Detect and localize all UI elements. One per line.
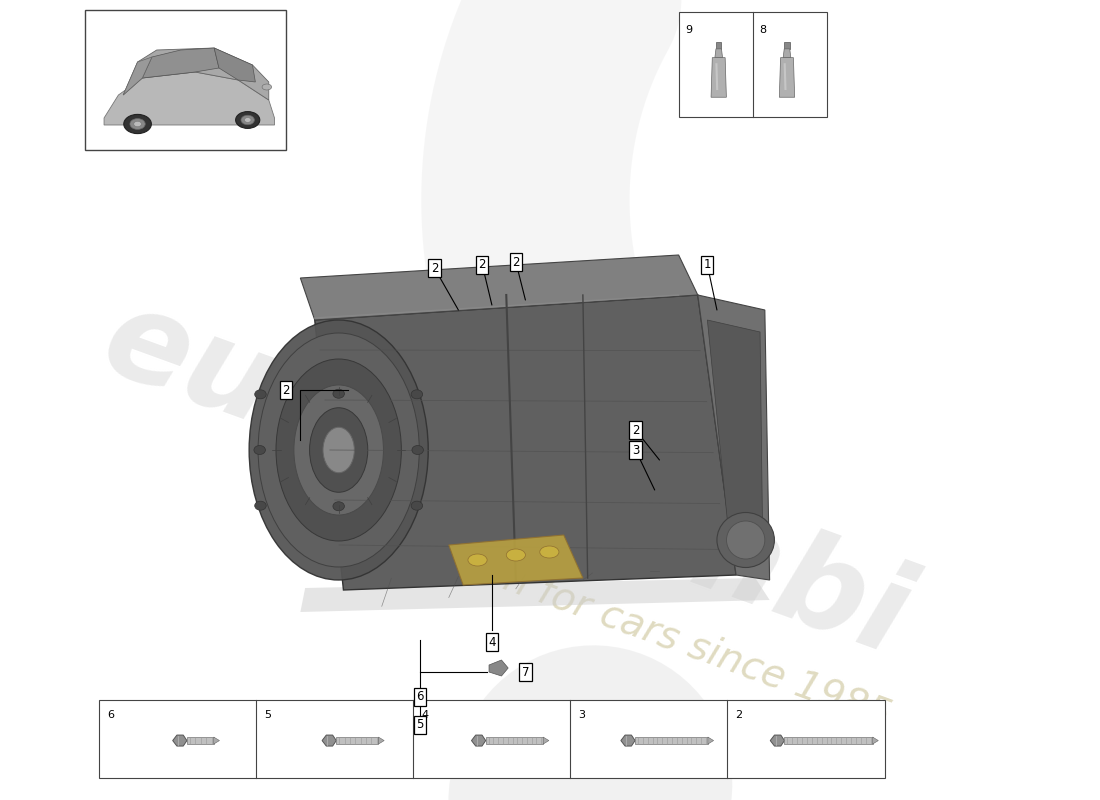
- Polygon shape: [378, 737, 384, 744]
- Polygon shape: [620, 735, 635, 746]
- Bar: [635, 737, 708, 744]
- Text: 4: 4: [488, 635, 496, 649]
- Ellipse shape: [411, 446, 424, 454]
- Ellipse shape: [333, 390, 344, 398]
- Text: 2: 2: [478, 258, 492, 305]
- Polygon shape: [104, 72, 275, 125]
- Text: 3: 3: [631, 443, 654, 490]
- Bar: [784, 737, 872, 744]
- Bar: [784, 42, 790, 49]
- Polygon shape: [708, 737, 714, 744]
- Polygon shape: [300, 578, 770, 612]
- Ellipse shape: [333, 502, 344, 510]
- Ellipse shape: [134, 122, 142, 126]
- Polygon shape: [123, 48, 268, 100]
- Bar: [486, 737, 543, 744]
- Bar: [99, 700, 884, 778]
- Text: 9: 9: [685, 25, 693, 35]
- Polygon shape: [783, 49, 791, 58]
- Text: 2: 2: [283, 383, 289, 397]
- Ellipse shape: [540, 546, 559, 558]
- Ellipse shape: [468, 554, 487, 566]
- Ellipse shape: [411, 390, 422, 399]
- Text: 5: 5: [417, 718, 424, 731]
- Polygon shape: [715, 49, 723, 58]
- Text: 1: 1: [704, 258, 717, 310]
- Bar: [716, 42, 722, 49]
- Polygon shape: [315, 295, 736, 590]
- Text: 7: 7: [521, 666, 529, 678]
- Bar: [337, 737, 378, 744]
- Ellipse shape: [717, 513, 774, 567]
- Ellipse shape: [323, 427, 354, 473]
- Ellipse shape: [276, 359, 402, 541]
- Polygon shape: [872, 737, 878, 744]
- Text: euroricambi: euroricambi: [88, 278, 925, 682]
- Text: 2: 2: [431, 262, 459, 310]
- Ellipse shape: [262, 84, 272, 90]
- Polygon shape: [123, 57, 152, 95]
- Polygon shape: [697, 295, 770, 580]
- Polygon shape: [472, 735, 486, 746]
- Text: a passion for cars since 1985: a passion for cars since 1985: [348, 505, 894, 735]
- Ellipse shape: [249, 320, 428, 580]
- Bar: [85, 10, 286, 150]
- Polygon shape: [490, 660, 508, 676]
- Ellipse shape: [241, 115, 254, 125]
- Polygon shape: [142, 48, 219, 78]
- Text: 4: 4: [421, 710, 428, 720]
- Ellipse shape: [258, 333, 419, 567]
- Polygon shape: [711, 58, 726, 98]
- Ellipse shape: [255, 501, 266, 510]
- Polygon shape: [770, 735, 784, 746]
- Polygon shape: [449, 535, 583, 585]
- Ellipse shape: [309, 408, 367, 492]
- Ellipse shape: [244, 118, 251, 122]
- Text: 3: 3: [579, 710, 585, 720]
- Text: 2: 2: [513, 255, 526, 300]
- Text: 5: 5: [264, 710, 271, 720]
- Text: 6: 6: [416, 690, 424, 703]
- Text: 2: 2: [735, 710, 743, 720]
- Polygon shape: [213, 737, 220, 744]
- Polygon shape: [779, 58, 794, 98]
- Polygon shape: [300, 255, 697, 320]
- Polygon shape: [543, 737, 549, 744]
- Polygon shape: [322, 735, 337, 746]
- Bar: [187, 737, 213, 744]
- Ellipse shape: [726, 521, 764, 559]
- Ellipse shape: [235, 111, 260, 129]
- Ellipse shape: [124, 114, 152, 134]
- Ellipse shape: [411, 501, 422, 510]
- Polygon shape: [173, 735, 187, 746]
- Polygon shape: [707, 320, 763, 560]
- Text: 2: 2: [631, 423, 660, 460]
- Bar: [679, 12, 827, 117]
- Ellipse shape: [254, 446, 265, 454]
- Text: 8: 8: [760, 25, 767, 35]
- Ellipse shape: [130, 118, 145, 130]
- Ellipse shape: [294, 385, 384, 515]
- Text: 6: 6: [107, 710, 114, 720]
- Ellipse shape: [255, 390, 266, 399]
- Polygon shape: [214, 48, 255, 82]
- Ellipse shape: [506, 549, 526, 561]
